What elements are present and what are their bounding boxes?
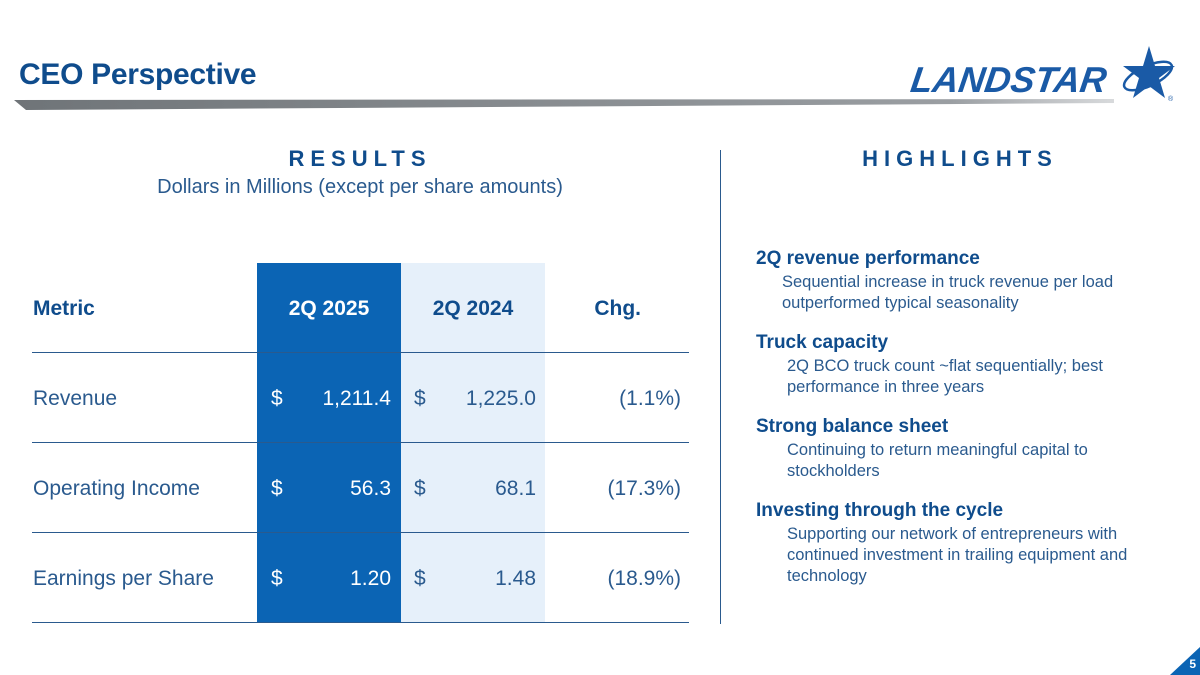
highlight-item: Investing through the cycle Supporting o… [756, 500, 1176, 587]
table-divider [32, 442, 689, 443]
results-heading: RESULTS [288, 146, 432, 171]
landstar-logo: LANDSTAR ® [905, 44, 1180, 106]
highlight-item: Truck capacity 2Q BCO truck count ~flat … [756, 332, 1176, 398]
row-metric: Revenue [33, 387, 118, 410]
highlight-title: Strong balance sheet [756, 416, 949, 437]
value-2q2024: 1,225.0 [465, 387, 536, 410]
table-divider [32, 532, 689, 533]
currency-symbol: $ [271, 567, 283, 590]
highlights-heading: HIGHLIGHTS [862, 146, 1058, 171]
row-metric: Earnings per Share [33, 567, 214, 590]
highlight-text: Sequential increase in truck revenue per… [782, 273, 1114, 312]
column-header-metric: Metric [33, 297, 95, 320]
logo-wordmark: LANDSTAR [908, 59, 1110, 100]
highlight-item: 2Q revenue performance Sequential increa… [756, 248, 1176, 314]
column-2q2024-background [401, 263, 545, 623]
currency-symbol: $ [271, 477, 283, 500]
value-change: (17.3%) [607, 477, 681, 500]
registered-mark: ® [1168, 95, 1174, 103]
currency-symbol: $ [271, 387, 283, 410]
highlight-text: Supporting our network of entrepreneurs … [787, 525, 1128, 585]
column-header-change: Chg. [594, 297, 641, 320]
column-2q2025-background [257, 263, 401, 623]
currency-symbol: $ [414, 567, 426, 590]
table-divider [32, 622, 689, 623]
currency-symbol: $ [414, 477, 426, 500]
column-header-2q2025: 2Q 2025 [288, 297, 370, 320]
section-divider [720, 150, 721, 624]
highlight-item: Strong balance sheet Continuing to retur… [756, 416, 1176, 482]
table-divider [32, 352, 689, 353]
slide-title: CEO Perspective [19, 58, 257, 91]
value-2q2025: 1,211.4 [322, 387, 391, 410]
highlight-title: 2Q revenue performance [756, 248, 980, 269]
value-change: (1.1%) [619, 387, 681, 410]
value-change: (18.9%) [607, 567, 681, 590]
currency-symbol: $ [414, 387, 426, 410]
value-2q2025: 56.3 [350, 477, 391, 500]
value-2q2024: 68.1 [495, 477, 536, 500]
column-header-2q2024: 2Q 2024 [432, 297, 514, 320]
star-logo-icon: ® [1122, 46, 1175, 103]
highlight-title: Truck capacity [756, 332, 889, 353]
highlight-text: Continuing to return meaningful capital … [787, 441, 1088, 480]
highlight-text: 2Q BCO truck count ~flat sequentially; b… [787, 357, 1103, 396]
page-number: 5 [1189, 657, 1196, 671]
title-underline [14, 99, 1114, 110]
page-number-badge [1170, 647, 1200, 675]
value-2q2025: 1.20 [350, 567, 391, 590]
value-2q2024: 1.48 [495, 567, 536, 590]
results-subheading: Dollars in Millions (except per share am… [157, 176, 563, 198]
row-metric: Operating Income [33, 477, 200, 500]
highlight-title: Investing through the cycle [756, 500, 1004, 521]
